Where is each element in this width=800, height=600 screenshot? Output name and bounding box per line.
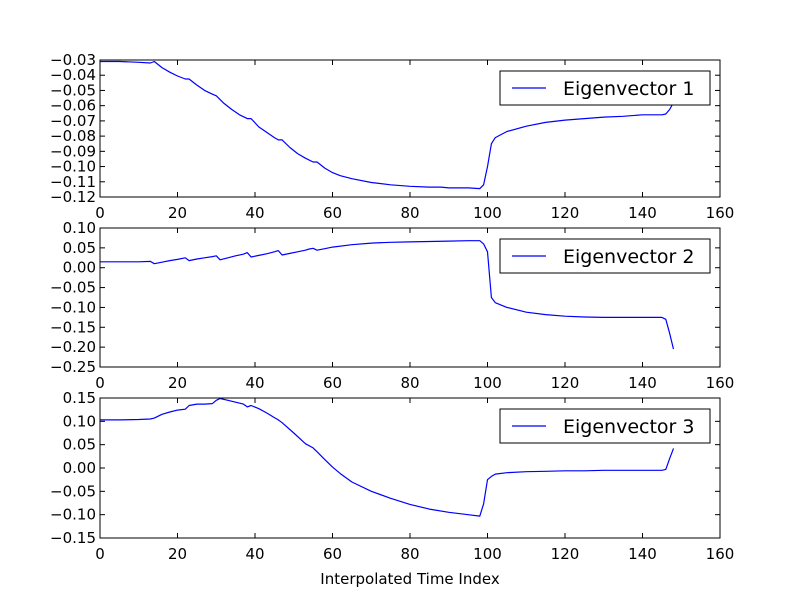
y-tick-label: −0.05 <box>50 482 96 500</box>
x-tick-label: 160 <box>706 204 735 222</box>
x-tick-label: 160 <box>706 374 735 392</box>
y-tick-label: 0.00 <box>63 459 96 477</box>
legend-label: Eigenvector 1 <box>563 78 694 100</box>
legend: Eigenvector 2 <box>499 238 711 274</box>
y-tick-label: −0.10 <box>50 298 96 316</box>
legend-label: Eigenvector 2 <box>563 246 694 268</box>
x-tick-label: 140 <box>628 204 657 222</box>
y-tick-label: −0.12 <box>50 188 96 206</box>
y-tick-label: 0.10 <box>63 412 96 430</box>
x-tick-label: 40 <box>245 204 264 222</box>
y-tick-label: −0.05 <box>50 81 96 99</box>
y-tick-label: −0.10 <box>50 158 96 176</box>
x-axis-label: Interpolated Time Index <box>320 570 500 588</box>
y-tick-label: −0.20 <box>50 338 96 356</box>
x-tick-label: 40 <box>245 545 264 563</box>
series-line-2-1 <box>100 240 675 350</box>
legend: Eigenvector 3 <box>499 408 711 444</box>
x-tick-label: 120 <box>551 374 580 392</box>
x-tick-label: 60 <box>323 545 342 563</box>
subplot-3: 0 20 40 60 80 100 120 140 160 −0.15 −0.10 −0.05 0.00… <box>50 389 734 563</box>
subplots: 0 20 40 60 80 100 120 140 160−0.12−0.11−0.10−0.0… <box>50 51 734 563</box>
x-tick-label: 120 <box>551 545 580 563</box>
y-tick-label: −0.09 <box>50 142 96 160</box>
y-tick-label: −0.11 <box>50 173 96 191</box>
y-tick-label: 0.15 <box>63 389 96 407</box>
y-tick-label: −0.25 <box>50 358 96 376</box>
y-tick-label: −0.07 <box>50 112 96 130</box>
legend: Eigenvector 1 <box>499 70 711 106</box>
subplot-2: 0 20 40 60 80 100 120 140 160 −0.25 −0.20 −0.15 −0.1… <box>50 219 734 392</box>
x-tick-label: 100 <box>473 374 502 392</box>
x-tick-label: 100 <box>473 204 502 222</box>
x-tick-label: 80 <box>400 204 419 222</box>
x-tick-label: 20 <box>168 545 187 563</box>
x-tick-label: 0 <box>95 545 105 563</box>
x-tick-label: 100 <box>473 545 502 563</box>
x-tick-label: 20 <box>168 374 187 392</box>
y-tick-label: 0.05 <box>63 436 96 454</box>
y-tick-label: 0.10 <box>63 219 96 237</box>
y-tick-label: −0.06 <box>50 97 96 115</box>
x-tick-label: 80 <box>400 374 419 392</box>
x-tick-label: 0 <box>95 374 105 392</box>
series-line-3-1 <box>100 397 675 517</box>
x-tick-label: 120 <box>551 204 580 222</box>
x-tick-label: 140 <box>628 545 657 563</box>
x-tick-label: 160 <box>706 545 735 563</box>
y-tick-label: −0.08 <box>50 127 96 145</box>
subplot-1: 0 20 40 60 80 100 120 140 160−0.12−0.11−0.10−0.0… <box>50 51 734 222</box>
y-tick-label: 0.00 <box>63 259 96 277</box>
x-tick-label: 40 <box>245 374 264 392</box>
x-tick-label: 80 <box>400 545 419 563</box>
series-line-1-1 <box>100 60 675 190</box>
legend-label: Eigenvector 3 <box>563 416 694 438</box>
x-tick-label: 0 <box>95 204 105 222</box>
x-tick-label: 140 <box>628 374 657 392</box>
y-tick-label: −0.15 <box>50 529 96 547</box>
y-tick-label: −0.10 <box>50 506 96 524</box>
y-tick-label: −0.03 <box>50 51 96 69</box>
y-tick-label: −0.04 <box>50 66 96 84</box>
y-tick-label: −0.15 <box>50 318 96 336</box>
y-tick-label: −0.05 <box>50 279 96 297</box>
x-tick-label: 60 <box>323 374 342 392</box>
y-tick-label: 0.05 <box>63 239 96 257</box>
x-tick-label: 20 <box>168 204 187 222</box>
x-tick-label: 60 <box>323 204 342 222</box>
